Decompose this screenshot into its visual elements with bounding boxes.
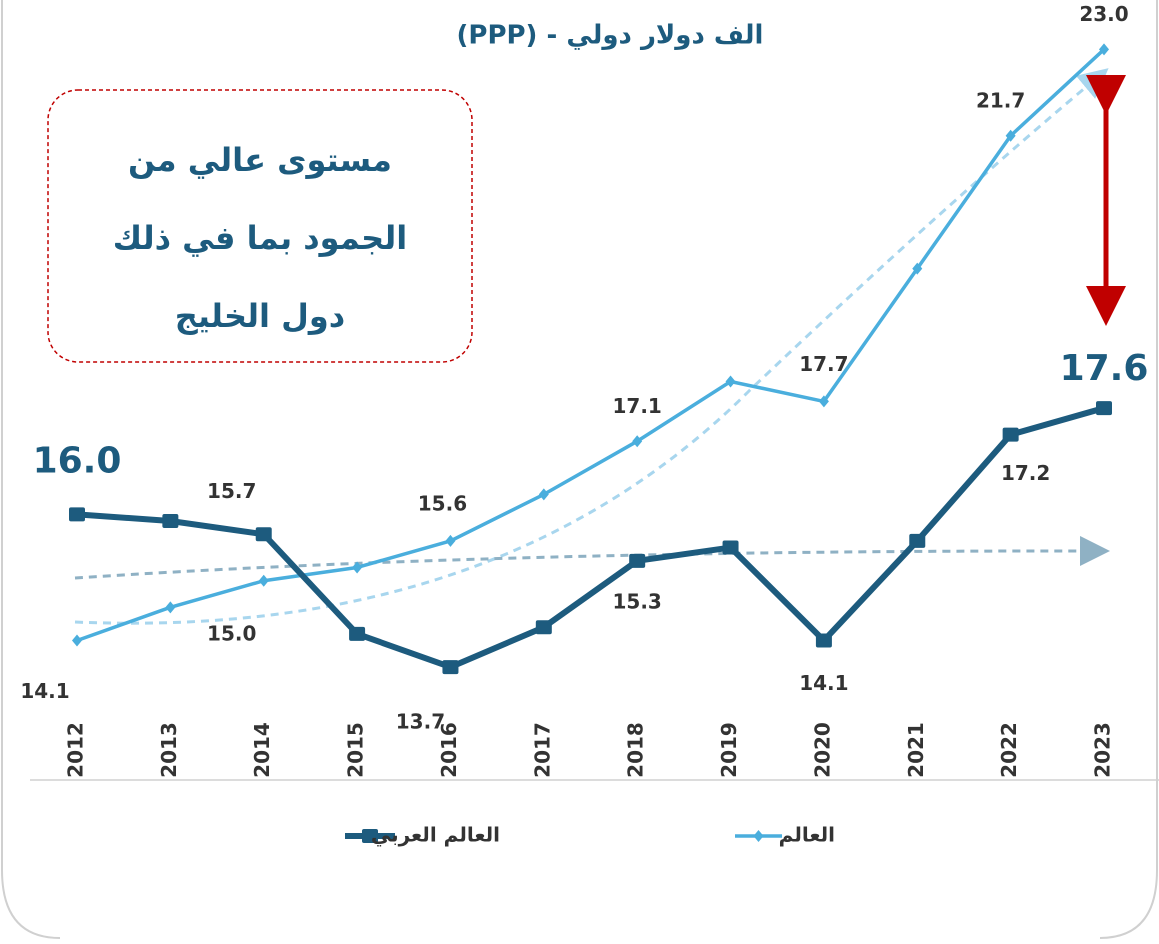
legend-marker	[753, 830, 764, 842]
series-line	[76, 405, 1105, 671]
data-label: 15.6	[418, 491, 467, 515]
data-label: 17.7	[799, 352, 848, 376]
marker	[535, 620, 552, 635]
x-tick-label: 2022	[997, 722, 1021, 778]
data-label: 14.1	[20, 679, 69, 703]
data-label: 23.0	[1079, 2, 1128, 26]
data-label: 17.1	[613, 394, 662, 418]
data-label: 14.1	[799, 671, 848, 695]
marker	[442, 660, 459, 675]
marker	[632, 435, 643, 448]
legend-marker	[362, 829, 378, 843]
marker	[722, 540, 739, 555]
x-tick-label: 2017	[530, 722, 554, 778]
x-tick-label: 2021	[904, 722, 928, 778]
data-label: 17.6	[1060, 348, 1149, 389]
annotation: الجمود بما في ذلك	[113, 219, 407, 257]
series-line	[76, 48, 1106, 643]
marker	[1002, 427, 1019, 442]
trend-line	[74, 535, 1110, 580]
marker	[725, 375, 736, 388]
legend-label: العالم	[779, 823, 835, 847]
x-tick-label: 2016	[437, 722, 461, 778]
annotation: دول الخليج	[175, 297, 345, 335]
annotation: مستوى عالي من	[128, 141, 392, 179]
marker	[1096, 401, 1112, 416]
data-label: 17.2	[1001, 461, 1050, 485]
marker	[445, 534, 456, 547]
marker	[258, 574, 269, 587]
data-label: 16.0	[33, 440, 122, 481]
marker	[69, 507, 85, 522]
legend-label: العالم العربي	[371, 823, 500, 848]
annotation-box	[47, 89, 473, 363]
marker	[162, 513, 179, 528]
x-tick-label: 2013	[157, 722, 181, 778]
x-tick-label: 2014	[250, 722, 274, 778]
marker	[1099, 43, 1109, 56]
x-tick-label: 2020	[810, 722, 834, 778]
marker	[909, 533, 926, 548]
chart-title: (PPP) - الف دولار دولي	[457, 21, 764, 51]
marker	[538, 488, 549, 501]
marker	[815, 633, 832, 648]
marker	[818, 395, 829, 408]
marker	[349, 626, 366, 641]
data-label: 13.7	[396, 710, 445, 734]
marker	[629, 553, 646, 568]
data-label: 15.3	[613, 589, 662, 613]
x-tick-label: 2019	[717, 722, 741, 778]
data-label: 15.7	[207, 479, 256, 503]
marker	[165, 601, 176, 614]
marker	[255, 527, 272, 542]
marker	[72, 634, 82, 647]
data-label: 15.0	[207, 621, 256, 645]
marker	[352, 561, 363, 574]
marker	[1005, 129, 1016, 142]
data-label: 21.7	[976, 88, 1025, 112]
x-tick-label: 2012	[64, 722, 88, 778]
x-tick-label: 2023	[1091, 722, 1115, 778]
x-tick-label: 2015	[344, 722, 368, 778]
x-tick-label: 2018	[624, 722, 648, 778]
marker	[912, 262, 923, 275]
